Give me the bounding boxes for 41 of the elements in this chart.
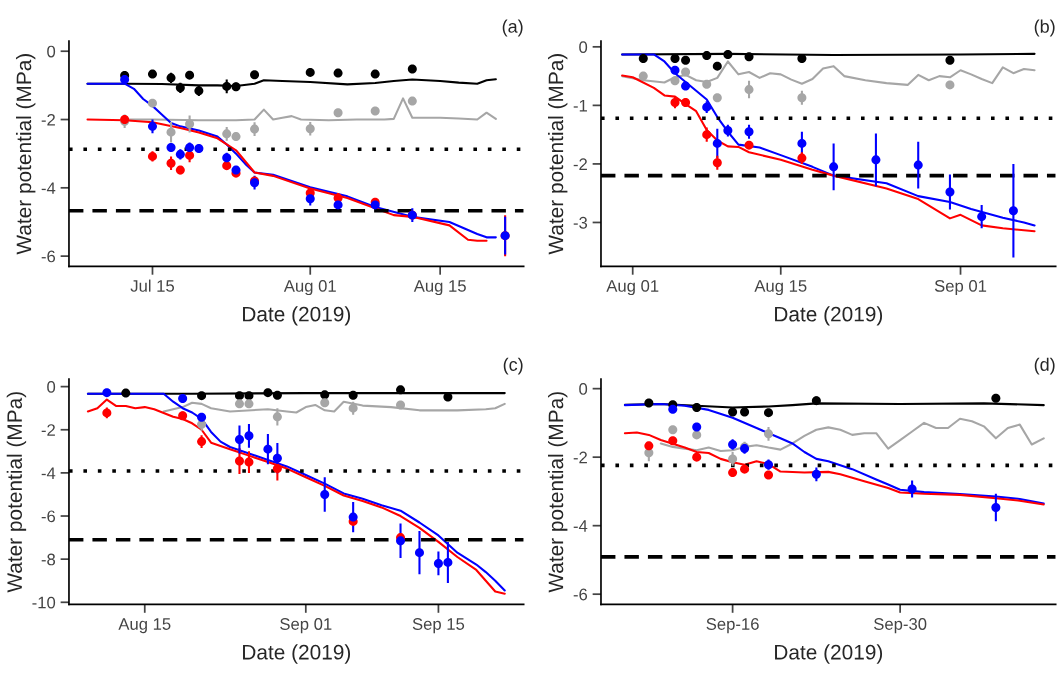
y-tick-label: 0: [579, 383, 588, 395]
x-axis-title: Date (2019): [775, 306, 883, 326]
y-tick-label: -10: [32, 596, 56, 609]
y-tick-label: -8: [41, 553, 56, 566]
y-axis-title: Water potential (MPa): [15, 54, 36, 255]
x-tick-label: Sep-30: [874, 618, 927, 634]
y-tick-label: -6: [41, 250, 56, 263]
x-tick-label: Jul 15: [130, 279, 175, 292]
y-tick-label: 0: [47, 381, 56, 393]
x-tick-label: Aug 01: [283, 280, 336, 296]
y-axis-title: Water potential (MPa): [547, 54, 568, 255]
y-tick-label: -3: [573, 216, 588, 229]
y-tick-label: -1: [573, 99, 587, 112]
x-tick-label: Sep-16: [706, 618, 759, 634]
y-tick-label: -6: [41, 510, 56, 523]
y-tick-label: -2: [573, 451, 587, 464]
y-tick-label: -4: [41, 467, 56, 479]
x-axis-title: Date (2019): [243, 644, 351, 664]
chart-title: (b): [1034, 19, 1055, 37]
x-tick-label: Aug 15: [413, 280, 466, 296]
y-tick-label: -4: [573, 520, 588, 532]
y-axis-title: Water potential (MPa): [547, 392, 568, 593]
x-tick-label: Aug 01: [606, 280, 659, 296]
y-tick-label: -2: [573, 158, 587, 170]
y-tick-label: 0: [579, 41, 588, 54]
chart-title: (d): [1034, 357, 1055, 375]
chart-title: (c): [503, 357, 523, 375]
y-tick-label: -4: [41, 182, 56, 194]
y-axis-title: Water potential (MPa): [6, 392, 27, 593]
x-tick-label: Sep 15: [412, 618, 465, 634]
x-tick-label: Aug 15: [118, 618, 171, 634]
chart-title: (a): [502, 19, 523, 37]
x-axis-title: Date (2019): [243, 306, 351, 326]
y-tick-label: -2: [41, 113, 55, 126]
x-tick-label: Sep 01: [280, 618, 332, 634]
y-tick-label: -2: [41, 424, 55, 436]
x-axis-title: Date (2019): [775, 644, 883, 664]
y-tick-label: 0: [47, 45, 56, 58]
y-tick-label: -6: [573, 588, 588, 601]
x-tick-label: Sep 01: [934, 280, 987, 296]
x-tick-label: Aug 15: [754, 280, 807, 296]
